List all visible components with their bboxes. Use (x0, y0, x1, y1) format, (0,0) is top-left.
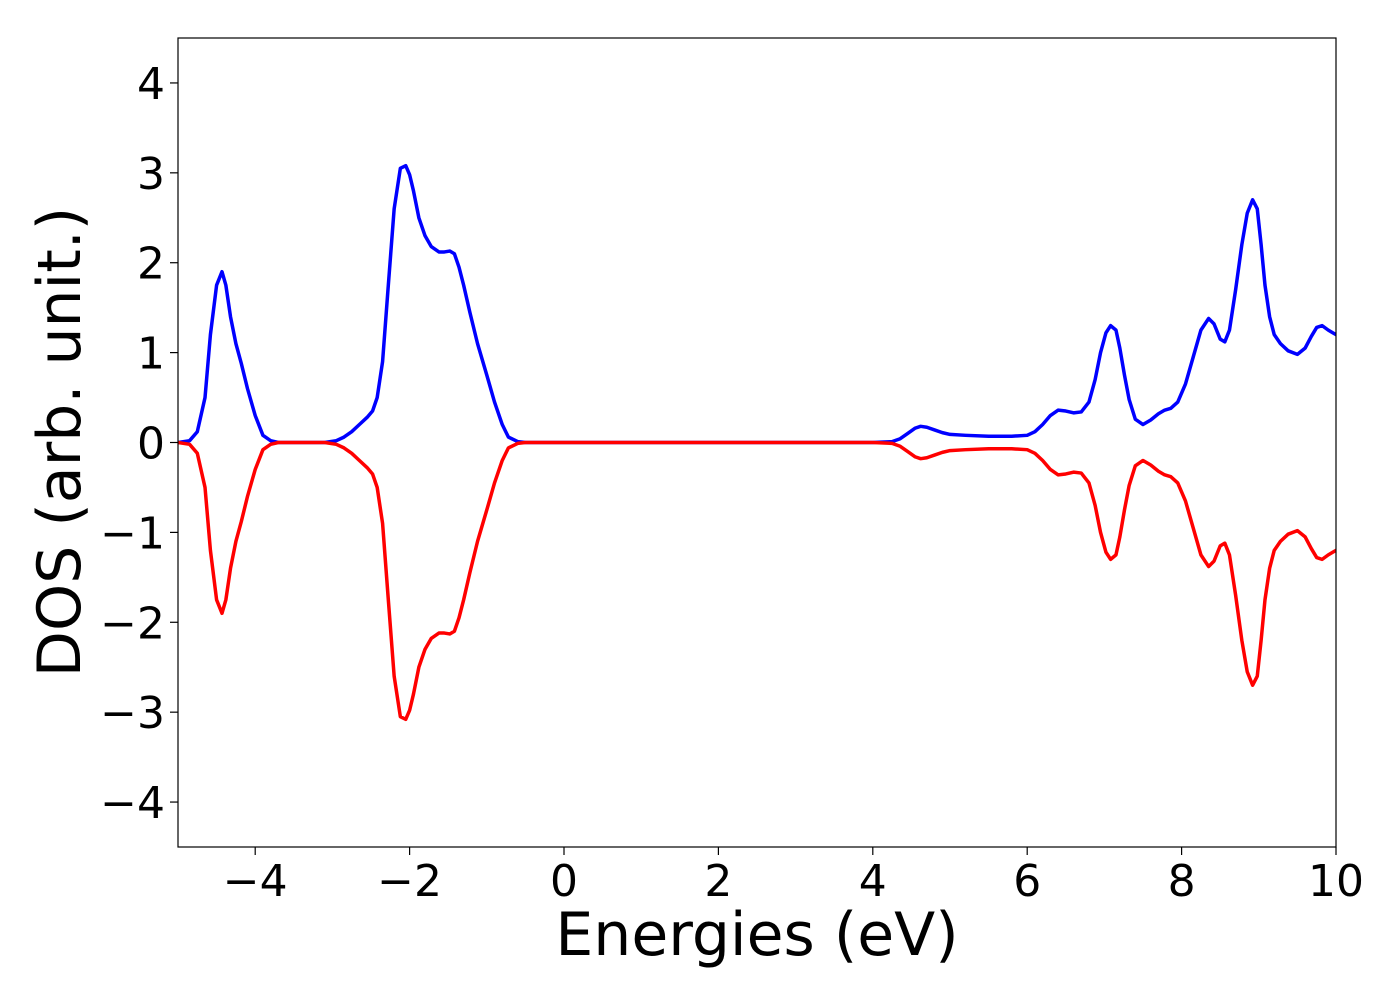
y-axis-title: DOS (arb. unit.) (25, 207, 95, 677)
y-tick-label: 2 (137, 239, 165, 290)
series-line-1 (178, 440, 1336, 722)
x-tick-label: −2 (377, 856, 442, 907)
y-tick-label: −3 (100, 688, 165, 739)
x-tick-label: 0 (550, 856, 578, 907)
series-layer (178, 163, 1336, 722)
y-axis: 4 3 2 1 0 −1 −2 −3 −4 (100, 59, 178, 829)
series-line-0 (178, 163, 1336, 445)
y-tick-label: −4 (100, 778, 165, 829)
y-tick-label: 1 (137, 329, 165, 380)
y-tick-label: 4 (137, 59, 165, 110)
x-tick-label: 10 (1308, 856, 1364, 907)
y-tick-label: 0 (137, 419, 165, 470)
x-tick-label: 6 (1013, 856, 1041, 907)
x-tick-label: 2 (704, 856, 732, 907)
y-tick-label: −2 (100, 598, 165, 649)
y-tick-label: −1 (100, 508, 165, 559)
x-tick-label: −4 (223, 856, 288, 907)
x-axis-title: Energies (eV) (555, 900, 958, 970)
x-tick-label: 4 (859, 856, 887, 907)
x-tick-label: 8 (1168, 856, 1196, 907)
x-axis: −4 −2 0 2 4 6 8 10 (223, 847, 1364, 907)
y-tick-label: 3 (137, 149, 165, 200)
